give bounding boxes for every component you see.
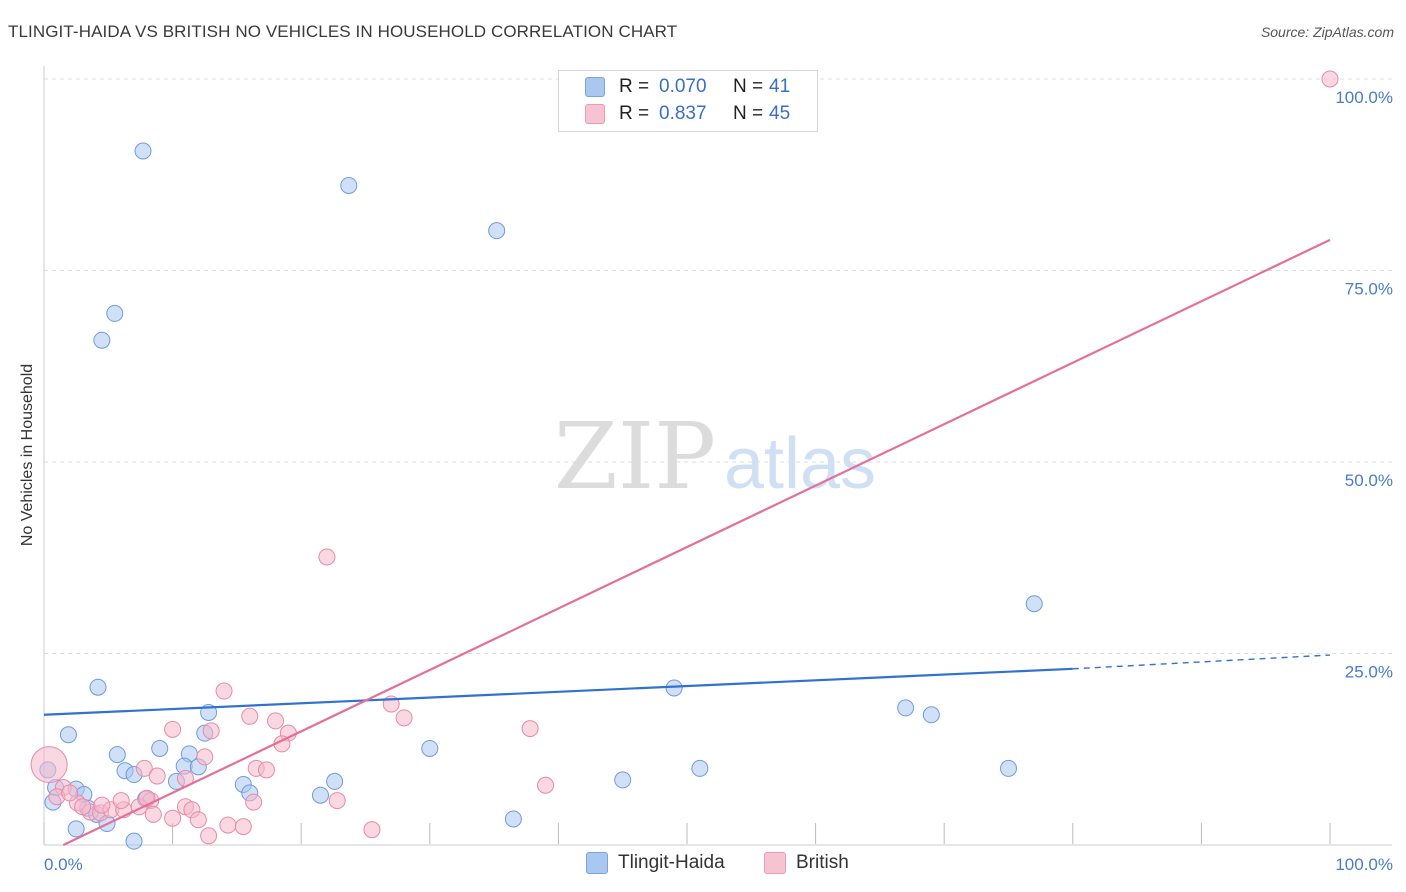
point-tlingit-haida [614, 771, 632, 789]
trend-line-british [62, 238, 1331, 846]
point-british [61, 784, 79, 802]
point-british [135, 759, 153, 777]
legend-swatch-tlingit-haida [585, 77, 605, 97]
point-british [144, 805, 162, 823]
legend-r-label: R = [619, 76, 650, 97]
stats-legend: R = 0.070 N = 41 R = 0.837 N = 45 [558, 70, 818, 132]
point-british [196, 748, 214, 766]
point-tlingit-haida [134, 142, 152, 160]
point-tlingit-haida [1000, 759, 1017, 777]
point-british [112, 792, 130, 810]
point-tlingit-haida [67, 820, 85, 838]
data-points [30, 70, 1339, 850]
point-british [234, 818, 252, 836]
legend-r-value: 0.837 [659, 103, 707, 124]
point-tlingit-haida [488, 222, 506, 240]
point-british [257, 761, 275, 779]
point-british [537, 776, 555, 794]
legend-n-value: 45 [769, 103, 791, 124]
bottom-legend-swatch-tlingit-haida [586, 852, 608, 874]
y-tick-label: 25.0% [1345, 663, 1393, 682]
point-tlingit-haida [106, 304, 124, 322]
point-british [215, 682, 233, 700]
bottom-legend-label-tlingit-haida: Tlingit-Haida [618, 852, 725, 873]
legend-n-label: N = [733, 76, 764, 97]
y-tick-label: 100.0% [1335, 88, 1393, 107]
legend-r-value: 0.070 [659, 76, 707, 97]
point-british [200, 827, 218, 845]
trend-line-tlingit-haida [43, 667, 1073, 716]
trend-lines [43, 238, 1331, 846]
point-british [395, 709, 413, 727]
point-tlingit-haida [93, 331, 111, 349]
legend-n-value: 41 [769, 76, 791, 97]
source-label: Source: ZipAtlas.com [1260, 24, 1394, 40]
bottom-legend-swatch-british [764, 852, 786, 874]
watermark: ZIP atlas [554, 403, 876, 510]
y-tick-label: 50.0% [1345, 471, 1393, 490]
legend-n-label: N = [733, 103, 764, 124]
point-british [93, 796, 111, 814]
point-tlingit-haida [311, 786, 329, 804]
legend-r-label: R = [619, 103, 650, 124]
point-british [74, 798, 92, 816]
point-british [521, 720, 539, 738]
y-tick-label: 75.0% [1345, 280, 1393, 299]
point-british [318, 548, 336, 566]
point-tlingit-haida [59, 726, 77, 744]
x-tick-label: 100.0% [1335, 855, 1393, 874]
point-tlingit-haida [108, 746, 126, 764]
point-tlingit-haida [125, 832, 143, 850]
watermark-zip: ZIP [554, 403, 716, 510]
point-british [189, 811, 207, 829]
point-tlingit-haida [421, 739, 439, 757]
point-british [266, 712, 284, 730]
point-british [164, 720, 182, 738]
tick-labels: 25.0% 50.0% 75.0% 100.0% 0.0% 100.0% [44, 88, 1393, 874]
point-tlingit-haida [504, 810, 522, 828]
legend-row-tlingit-haida: R = 0.070 N = 41 [585, 75, 790, 99]
bottom-legend-label-british: British [796, 852, 849, 873]
point-british [245, 793, 263, 811]
grid-lines [44, 78, 1392, 654]
point-british [363, 821, 381, 839]
bottom-legend-british: British [764, 852, 849, 874]
point-british [202, 722, 220, 740]
point-british [219, 816, 237, 834]
point-british [164, 809, 182, 827]
point-tlingit-haida [326, 772, 344, 790]
trend-line-tlingit-haida-extension [1072, 654, 1331, 670]
x-tick-label: 0.0% [44, 855, 83, 874]
point-british [30, 746, 68, 784]
bottom-legend-tlingit-haida: Tlingit-Haida [586, 852, 725, 874]
point-british [241, 707, 259, 725]
point-tlingit-haida [151, 739, 169, 757]
point-british [1321, 70, 1339, 88]
legend-row-british: R = 0.837 N = 45 [585, 102, 790, 126]
point-tlingit-haida [1025, 595, 1043, 613]
point-tlingit-haida [897, 699, 915, 717]
chart-title: TLINGIT-HAIDA VS BRITISH NO VEHICLES IN … [8, 22, 678, 41]
axes [43, 66, 1392, 846]
point-british [328, 792, 346, 810]
watermark-atlas: atlas [724, 424, 876, 504]
point-tlingit-haida [922, 706, 940, 724]
point-tlingit-haida [340, 176, 358, 194]
point-tlingit-haida [89, 678, 107, 696]
point-british [148, 767, 166, 785]
legend-swatch-british [585, 104, 605, 124]
point-tlingit-haida [691, 759, 709, 777]
